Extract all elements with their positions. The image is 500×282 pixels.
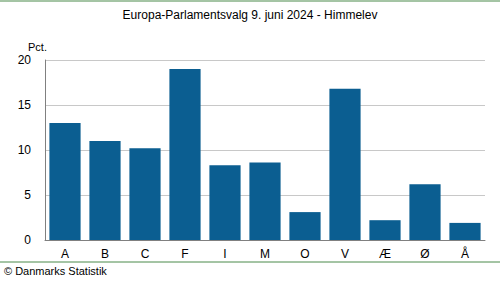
- svg-text:Å: Å: [461, 246, 469, 261]
- svg-text:B: B: [101, 247, 109, 261]
- svg-text:Pct.: Pct.: [28, 41, 47, 53]
- svg-text:V: V: [341, 247, 349, 261]
- svg-text:0: 0: [24, 233, 31, 247]
- svg-text:15: 15: [18, 98, 32, 112]
- svg-text:20: 20: [18, 53, 32, 67]
- svg-text:M: M: [260, 247, 270, 261]
- svg-text:Europa-Parlamentsvalg 9. juni: Europa-Parlamentsvalg 9. juni 2024 - Him…: [123, 8, 378, 22]
- svg-text:C: C: [141, 247, 150, 261]
- svg-text:A: A: [61, 247, 69, 261]
- svg-text:I: I: [223, 247, 226, 261]
- svg-text:© Danmarks Statistik: © Danmarks Statistik: [4, 265, 107, 277]
- svg-text:5: 5: [24, 188, 31, 202]
- svg-text:F: F: [181, 247, 188, 261]
- svg-text:10: 10: [18, 143, 32, 157]
- svg-text:O: O: [300, 247, 309, 261]
- svg-text:Ø: Ø: [420, 247, 429, 261]
- svg-text:Æ: Æ: [379, 247, 391, 261]
